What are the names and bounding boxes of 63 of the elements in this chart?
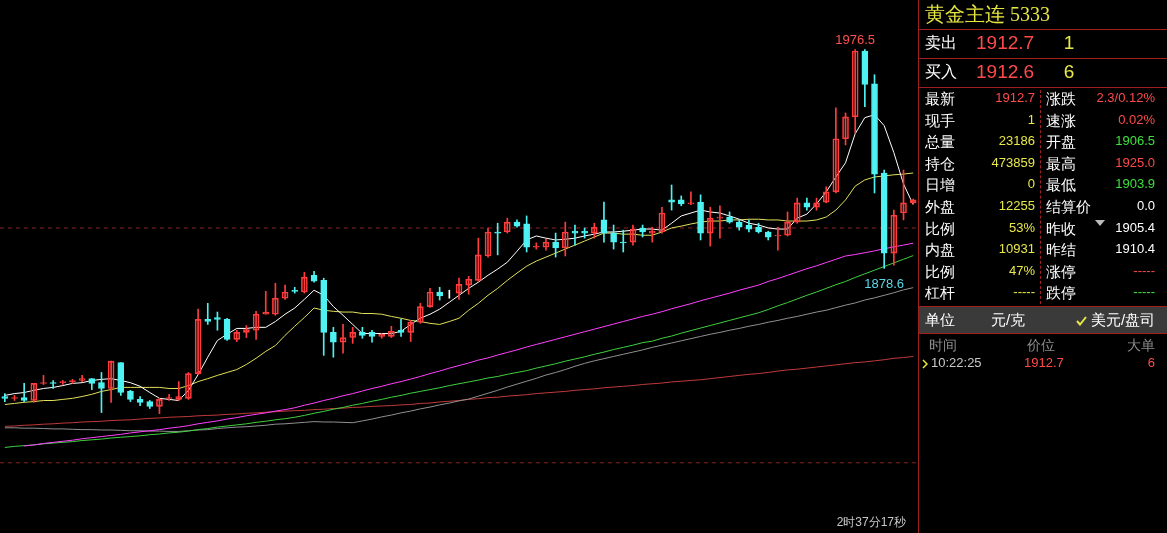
annotation: 1878.6 — [864, 276, 905, 292]
candlestick — [204, 302, 212, 325]
text: 10:22:25 — [931, 355, 982, 371]
text: 1912.7 — [995, 90, 1035, 106]
text: 昨收 — [1046, 219, 1076, 237]
text: ----- — [1013, 284, 1035, 301]
text: 473859 — [991, 154, 1035, 171]
text: 6 — [1063, 61, 1075, 83]
text: 12255 — [998, 198, 1035, 214]
text: 价位 — [1027, 337, 1055, 354]
candlestick — [397, 319, 405, 337]
text: 1906.5 — [1115, 133, 1155, 150]
text: 结算价 — [1046, 198, 1091, 216]
candlestick — [619, 229, 627, 253]
text: 2.3/0.12% — [1096, 90, 1155, 106]
text: 1903.9 — [1115, 176, 1155, 193]
text: 2时37分17秒 — [836, 515, 906, 530]
text: 总量 — [925, 133, 955, 151]
text: 涨跌 — [1046, 90, 1076, 108]
text: 1912.7 — [976, 32, 1035, 54]
text: 1910.4 — [1115, 241, 1155, 258]
text: 比例 — [925, 262, 955, 281]
text: 53% — [1008, 219, 1035, 236]
text: 日增 — [925, 176, 955, 194]
text: 昨结 — [1046, 241, 1076, 259]
text: 10931 — [998, 241, 1035, 258]
text: 1912.7 — [1024, 355, 1064, 371]
text: 美元/盘司 — [1091, 311, 1156, 329]
text: ----- — [1133, 262, 1155, 279]
text: 最新 — [925, 90, 955, 108]
text: 开盘 — [1046, 133, 1076, 151]
text: 外盘 — [925, 198, 955, 216]
text: 内盘 — [925, 241, 955, 259]
text: 1905.4 — [1115, 219, 1155, 236]
text: 1 — [1027, 111, 1035, 128]
text: 1 — [1063, 32, 1075, 54]
text: 元/克 — [991, 311, 1026, 329]
text: 6 — [1147, 355, 1155, 371]
text: 0 — [1027, 176, 1035, 193]
text: 速涨 — [1046, 111, 1076, 129]
text: 1912.6 — [976, 61, 1035, 83]
text: 47% — [1008, 262, 1035, 279]
candlestick — [20, 383, 28, 402]
text: 卖出 — [925, 34, 957, 53]
text: 黄金主连 5333 — [925, 3, 1050, 26]
text: 单位 — [925, 311, 955, 329]
text: 跌停 — [1046, 284, 1076, 302]
text: 最低 — [1046, 176, 1076, 194]
text: 23186 — [998, 133, 1035, 150]
text: 大单 — [1127, 337, 1155, 354]
text: 涨停 — [1046, 262, 1076, 281]
text: 杠杆 — [925, 284, 955, 302]
annotation: 1976.5 — [835, 31, 876, 47]
text: ----- — [1133, 284, 1155, 301]
text: 0.02% — [1118, 111, 1155, 128]
text: 买入 — [925, 63, 957, 82]
text: 时间 — [929, 337, 957, 354]
text: 持仓 — [925, 154, 955, 173]
text: 比例 — [925, 219, 955, 237]
text: 现手 — [925, 111, 955, 129]
text: 0.0 — [1136, 198, 1155, 214]
text: 1925.0 — [1115, 154, 1155, 171]
text: 最高 — [1046, 154, 1076, 173]
